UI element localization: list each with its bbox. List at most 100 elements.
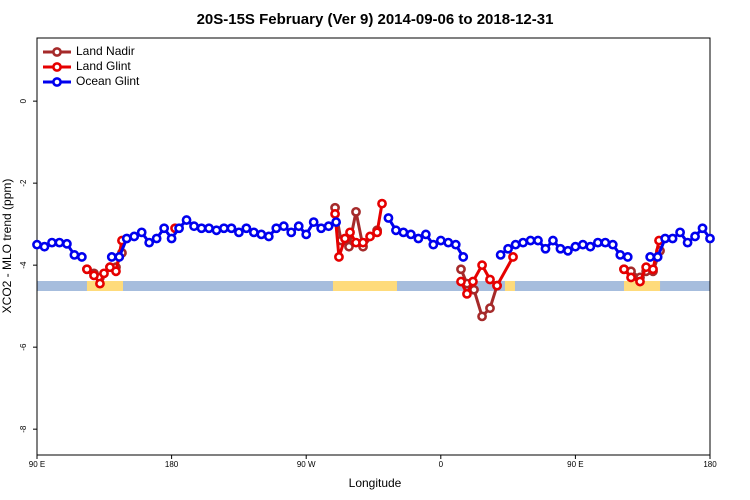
x-tick-label: 90 E xyxy=(29,460,45,469)
series-marker xyxy=(690,231,700,242)
series-marker xyxy=(316,223,327,234)
series-marker xyxy=(468,276,478,287)
y-tick-label: -8 xyxy=(19,425,28,433)
series-marker xyxy=(159,223,170,234)
series-marker xyxy=(111,266,121,277)
series-marker xyxy=(256,229,267,240)
legend-label: Land Glint xyxy=(76,59,131,73)
series-marker xyxy=(351,206,361,217)
series-marker xyxy=(99,268,109,279)
series-marker xyxy=(615,250,626,260)
series-marker xyxy=(577,239,588,250)
series-marker xyxy=(166,233,177,244)
series-marker xyxy=(248,227,259,238)
series-marker xyxy=(95,278,105,289)
series-marker xyxy=(667,233,678,244)
series-marker xyxy=(151,233,162,244)
series-marker xyxy=(136,227,147,238)
series-marker xyxy=(533,235,543,246)
x-tick-label: 90 E xyxy=(567,460,583,469)
series-marker xyxy=(619,264,629,275)
series-marker xyxy=(705,233,715,244)
series-marker xyxy=(652,252,663,262)
y-tick-label: -4 xyxy=(19,261,28,269)
series-marker xyxy=(626,272,636,283)
series-marker xyxy=(340,233,350,244)
series-marker xyxy=(89,270,99,281)
series-marker xyxy=(114,252,125,262)
land-band xyxy=(332,281,397,291)
legend-label: Ocean Glint xyxy=(76,74,140,88)
series-marker xyxy=(82,264,92,275)
series-marker xyxy=(485,303,495,314)
series-marker xyxy=(648,264,658,275)
series-marker xyxy=(456,276,466,287)
land-band xyxy=(504,281,515,291)
y-tick-label: 0 xyxy=(19,98,28,103)
series-marker xyxy=(622,252,633,262)
series-marker xyxy=(383,213,394,223)
series-marker xyxy=(286,227,297,238)
series-marker xyxy=(563,245,573,256)
series-marker xyxy=(420,229,431,240)
series-marker xyxy=(358,237,368,248)
series-marker xyxy=(607,239,618,250)
series-marker xyxy=(204,223,214,234)
series-marker xyxy=(211,225,222,236)
x-tick-label: 180 xyxy=(703,460,717,469)
land-band xyxy=(86,281,123,291)
series-marker xyxy=(510,239,521,250)
series-marker xyxy=(144,237,155,248)
series-marker xyxy=(477,260,487,271)
series-marker xyxy=(435,235,446,246)
series-marker xyxy=(47,237,57,248)
series-marker xyxy=(330,209,340,219)
series-marker xyxy=(334,252,344,262)
legend-marker xyxy=(52,62,62,72)
series-marker xyxy=(645,252,656,262)
series-marker xyxy=(39,241,50,252)
series-marker xyxy=(540,243,551,254)
series-marker xyxy=(323,221,334,232)
series-marker xyxy=(600,237,611,248)
series-marker xyxy=(196,223,207,234)
series-marker xyxy=(592,237,603,248)
series-marker xyxy=(345,227,355,238)
series-marker xyxy=(405,229,416,240)
series-marker xyxy=(129,231,140,242)
series-marker xyxy=(428,239,439,250)
series-marker xyxy=(413,233,424,244)
series-marker xyxy=(635,276,645,287)
x-axis-label: Longitude xyxy=(349,476,402,490)
series-marker xyxy=(69,250,80,260)
series-marker xyxy=(189,221,199,232)
series-marker xyxy=(456,264,466,275)
series-marker xyxy=(54,237,65,248)
series-marker xyxy=(365,231,375,242)
series-marker xyxy=(555,243,566,254)
series-marker xyxy=(76,252,87,262)
series-marker xyxy=(271,223,282,234)
series-marker xyxy=(174,223,184,234)
legend-label: Land Nadir xyxy=(76,44,135,58)
series-marker xyxy=(458,252,469,262)
series-marker xyxy=(226,223,237,234)
series-marker xyxy=(443,237,454,248)
series-marker xyxy=(525,235,536,246)
series-marker xyxy=(585,241,596,252)
series-marker xyxy=(462,288,472,299)
legend-marker xyxy=(52,77,62,87)
series-marker xyxy=(121,233,132,244)
series-marker xyxy=(492,280,502,291)
series-marker xyxy=(377,198,387,209)
series-marker xyxy=(278,221,289,232)
series-marker xyxy=(241,223,252,234)
legend-marker xyxy=(52,47,62,57)
series-marker xyxy=(233,227,244,238)
chart-title: 20S-15S February (Ver 9) 2014-09-06 to 2… xyxy=(197,11,554,28)
series-marker xyxy=(219,223,229,234)
series-marker xyxy=(675,227,685,238)
series-marker xyxy=(450,239,461,250)
series-marker xyxy=(181,215,192,225)
series-marker xyxy=(398,227,409,238)
